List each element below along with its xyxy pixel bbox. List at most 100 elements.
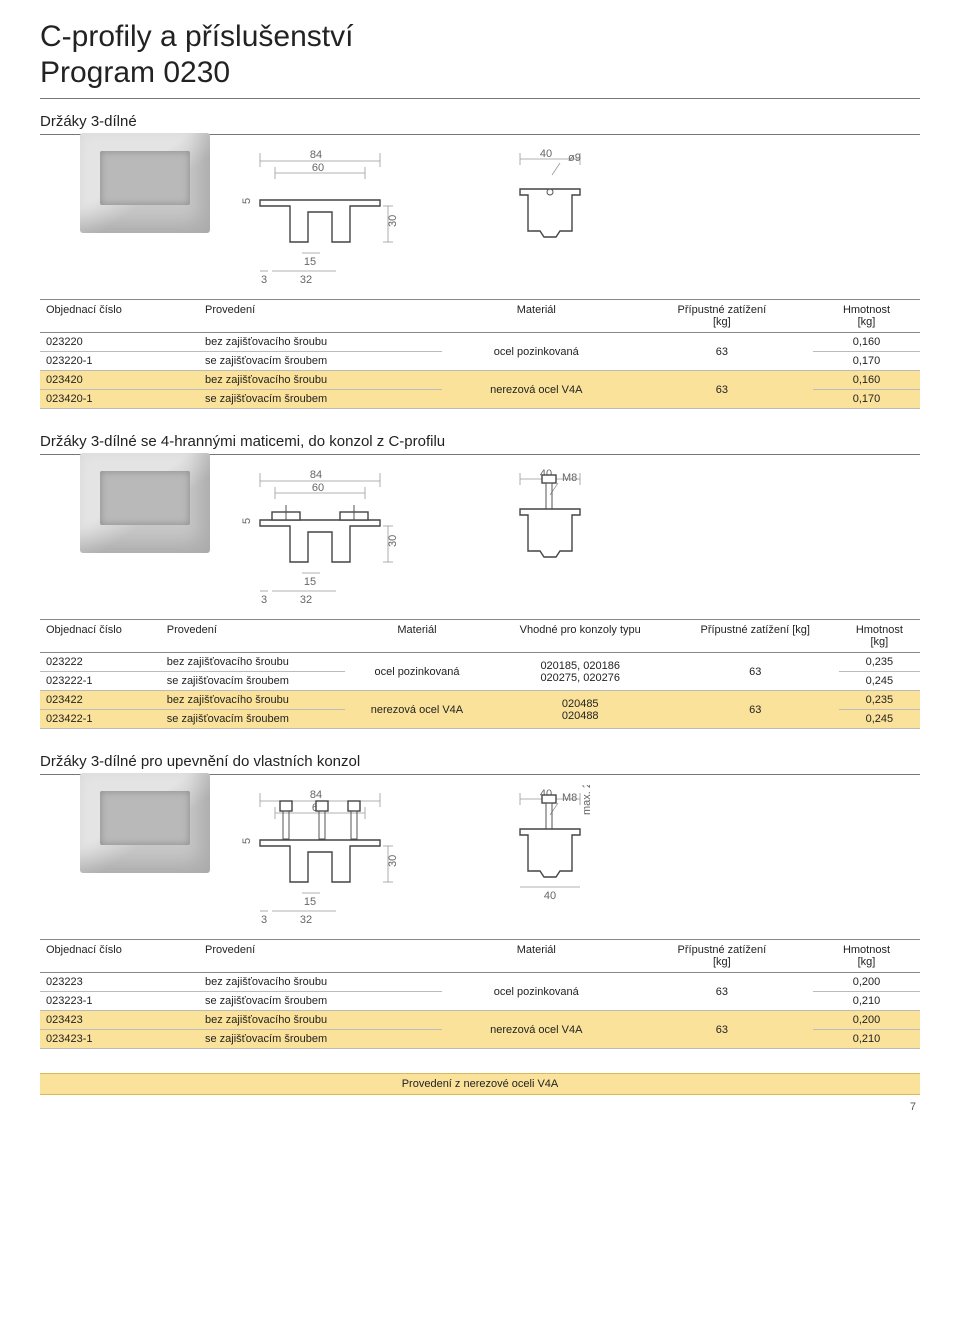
table-cell: 023220-1 bbox=[40, 352, 199, 371]
table-cell: 63 bbox=[631, 371, 813, 409]
svg-text:40: 40 bbox=[540, 148, 552, 160]
col-header: Objednací číslo bbox=[40, 300, 199, 333]
table-cell: 63 bbox=[672, 691, 839, 729]
col-header: Hmotnost[kg] bbox=[813, 940, 920, 973]
table-cell: 63 bbox=[672, 653, 839, 691]
svg-text:30: 30 bbox=[387, 535, 399, 547]
table-cell: bez zajišťovacího šroubu bbox=[199, 973, 442, 992]
table-cell: 0,210 bbox=[813, 1030, 920, 1049]
table-cell: 023222 bbox=[40, 653, 161, 672]
svg-text:84: 84 bbox=[310, 469, 322, 481]
svg-text:84: 84 bbox=[310, 149, 322, 161]
svg-text:60: 60 bbox=[312, 482, 324, 494]
col-header: Přípustné zatížení[kg] bbox=[631, 300, 813, 333]
table-cell: bez zajišťovacího šroubu bbox=[199, 371, 442, 390]
svg-text:32: 32 bbox=[300, 594, 312, 605]
table-cell: 63 bbox=[631, 1011, 813, 1049]
data-table: Objednací čísloProvedeníMateriálPřípustn… bbox=[40, 299, 920, 409]
svg-text:32: 32 bbox=[300, 274, 312, 285]
svg-text:15: 15 bbox=[304, 576, 316, 588]
table-cell: nerezová ocel V4A bbox=[345, 691, 488, 729]
col-header: Provedení bbox=[199, 940, 442, 973]
table-cell: 0,200 bbox=[813, 1011, 920, 1030]
col-header: Přípustné zatížení [kg] bbox=[672, 620, 839, 653]
product-photo bbox=[80, 453, 210, 553]
table-cell: se zajišťovacím šroubem bbox=[199, 352, 442, 371]
col-header: Objednací číslo bbox=[40, 620, 161, 653]
table-cell: 023420-1 bbox=[40, 390, 199, 409]
col-header: Provedení bbox=[161, 620, 345, 653]
table-cell: se zajišťovacím šroubem bbox=[199, 390, 442, 409]
table-cell: 0,235 bbox=[839, 653, 920, 672]
svg-text:ø9: ø9 bbox=[568, 152, 581, 164]
svg-text:M8: M8 bbox=[562, 472, 577, 484]
table-cell: ocel pozinkovaná bbox=[442, 333, 631, 371]
col-header: Materiál bbox=[345, 620, 488, 653]
svg-text:3: 3 bbox=[261, 274, 267, 285]
table-cell: 0,160 bbox=[813, 333, 920, 352]
table-cell: ocel pozinkovaná bbox=[442, 973, 631, 1011]
table-cell: 020185, 020186020275, 020276 bbox=[489, 653, 672, 691]
col-header: Materiál bbox=[442, 300, 631, 333]
product-photo bbox=[80, 773, 210, 873]
col-header: Vhodné pro konzoly typu bbox=[489, 620, 672, 653]
table-cell: 023423-1 bbox=[40, 1030, 199, 1049]
page-title-1: C-profily a příslušenství bbox=[40, 20, 920, 54]
diagram-row: 84 60 30 5 15 3 32 40 M8 bbox=[190, 465, 920, 605]
svg-text:max. 20: max. 20 bbox=[581, 785, 593, 815]
table-cell: nerezová ocel V4A bbox=[442, 1011, 631, 1049]
section-heading: Držáky 3-dílné bbox=[40, 113, 920, 135]
svg-text:3: 3 bbox=[261, 914, 267, 925]
page-number: 7 bbox=[40, 1101, 920, 1113]
col-header: Provedení bbox=[199, 300, 442, 333]
table-cell: bez zajišťovacího šroubu bbox=[199, 1011, 442, 1030]
col-header: Objednací číslo bbox=[40, 940, 199, 973]
section: Držáky 3-dílné 84 60 30 5 15 3 32 40 ø9 bbox=[40, 113, 920, 409]
svg-text:M8: M8 bbox=[562, 792, 577, 804]
table-cell: 0,235 bbox=[839, 691, 920, 710]
table-row: 023223bez zajišťovacího šroubuocel pozin… bbox=[40, 973, 920, 992]
section: Držáky 3-dílné se 4-hrannými maticemi, d… bbox=[40, 433, 920, 729]
table-cell: 0,200 bbox=[813, 973, 920, 992]
table-cell: 0,170 bbox=[813, 352, 920, 371]
svg-text:5: 5 bbox=[241, 518, 253, 524]
product-photo bbox=[80, 133, 210, 233]
col-header: Hmotnost[kg] bbox=[813, 300, 920, 333]
table-cell: 023220 bbox=[40, 333, 199, 352]
table-cell: nerezová ocel V4A bbox=[442, 371, 631, 409]
svg-text:60: 60 bbox=[312, 162, 324, 174]
table-cell: 020485020488 bbox=[489, 691, 672, 729]
table-row: 023222bez zajišťovacího šroubuocel pozin… bbox=[40, 653, 920, 672]
table-cell: 0,245 bbox=[839, 672, 920, 691]
svg-text:30: 30 bbox=[387, 855, 399, 867]
table-cell: 023422-1 bbox=[40, 710, 161, 729]
svg-text:5: 5 bbox=[241, 198, 253, 204]
svg-text:5: 5 bbox=[241, 838, 253, 844]
col-header: Materiál bbox=[442, 940, 631, 973]
col-header: Hmotnost[kg] bbox=[839, 620, 920, 653]
footer-bar: Provedení z nerezové oceli V4A bbox=[40, 1073, 920, 1095]
table-cell: 0,210 bbox=[813, 992, 920, 1011]
table-cell: 023423 bbox=[40, 1011, 199, 1030]
data-table: Objednací čísloProvedeníMateriálVhodné p… bbox=[40, 619, 920, 729]
table-cell: 023420 bbox=[40, 371, 199, 390]
section: Držáky 3-dílné pro upevnění do vlastních… bbox=[40, 753, 920, 1049]
table-cell: 0,160 bbox=[813, 371, 920, 390]
title-rule bbox=[40, 98, 920, 99]
diagram-row: 84 60 30 5 15 3 32 40 M8 max. 20 40 bbox=[190, 785, 920, 925]
table-cell: 023223 bbox=[40, 973, 199, 992]
svg-text:15: 15 bbox=[304, 896, 316, 908]
table-cell: se zajišťovacím šroubem bbox=[161, 710, 345, 729]
section-heading: Držáky 3-dílné pro upevnění do vlastních… bbox=[40, 753, 920, 775]
table-cell: bez zajišťovacího šroubu bbox=[161, 691, 345, 710]
table-cell: bez zajišťovacího šroubu bbox=[199, 333, 442, 352]
svg-text:40: 40 bbox=[544, 890, 556, 902]
table-cell: 023223-1 bbox=[40, 992, 199, 1011]
table-cell: se zajišťovacím šroubem bbox=[199, 992, 442, 1011]
table-cell: ocel pozinkovaná bbox=[345, 653, 488, 691]
table-cell: se zajišťovacím šroubem bbox=[161, 672, 345, 691]
table-row: 023420bez zajišťovacího šroubunerezová o… bbox=[40, 371, 920, 390]
table-row: 023422bez zajišťovacího šroubunerezová o… bbox=[40, 691, 920, 710]
svg-text:84: 84 bbox=[310, 789, 322, 801]
table-cell: 63 bbox=[631, 973, 813, 1011]
